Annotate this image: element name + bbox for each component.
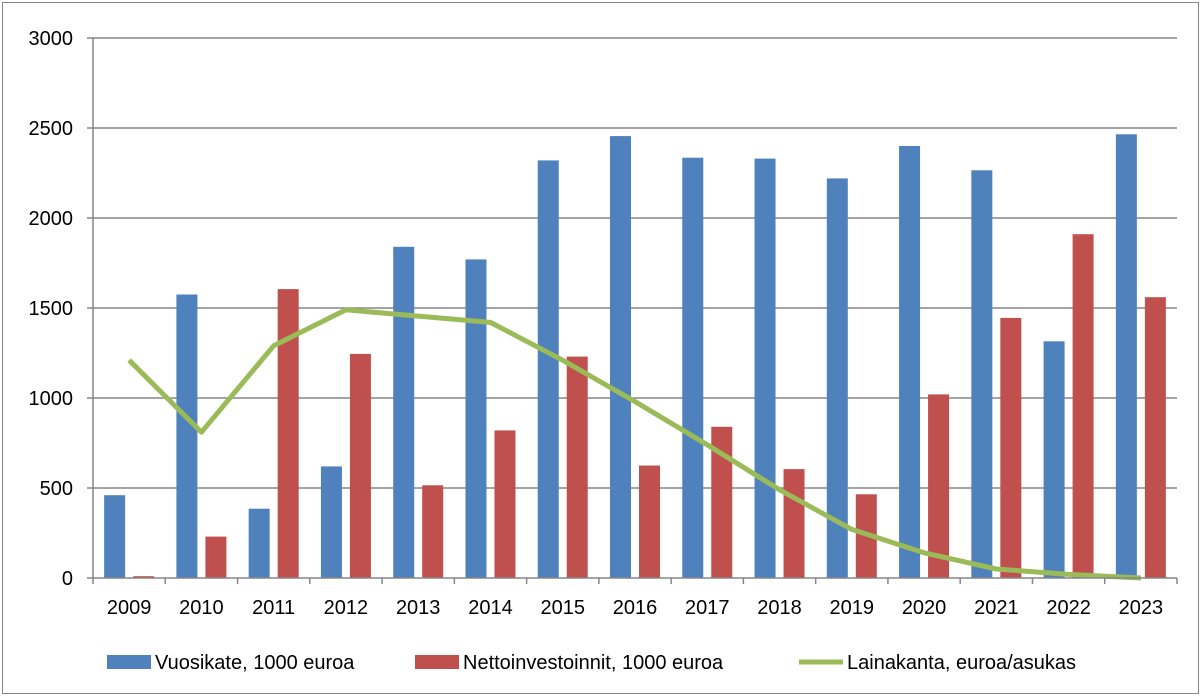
bar-vuosikate-2014 xyxy=(465,259,487,578)
x-tick-label: 2021 xyxy=(974,597,1019,619)
x-tick-label: 2017 xyxy=(685,597,730,619)
y-tick-label: 500 xyxy=(40,478,73,500)
bar-nettoinvestoinnit-2020 xyxy=(928,394,950,578)
x-tick-label: 2018 xyxy=(757,597,802,619)
bars xyxy=(104,134,1166,579)
x-tick-label: 2011 xyxy=(252,597,295,619)
x-tick-label: 2020 xyxy=(902,597,947,619)
bar-vuosikate-2012 xyxy=(320,466,342,578)
legend-label: Lainakanta, euroa/asukas xyxy=(847,652,1076,674)
bar-vuosikate-2011 xyxy=(248,508,270,578)
x-tick-label: 2022 xyxy=(1046,597,1091,619)
y-tick-label: 1000 xyxy=(29,388,74,410)
bar-nettoinvestoinnit-2009 xyxy=(133,576,155,578)
axes xyxy=(87,37,1178,584)
x-tick-label: 2014 xyxy=(468,597,513,619)
bar-vuosikate-2019 xyxy=(826,178,848,578)
legend-label: Nettoinvestoinnit, 1000 euroa xyxy=(463,652,724,674)
bar-nettoinvestoinnit-2022 xyxy=(1072,234,1094,578)
bar-nettoinvestoinnit-2015 xyxy=(566,356,588,578)
bar-nettoinvestoinnit-2012 xyxy=(349,353,371,578)
bar-nettoinvestoinnit-2010 xyxy=(205,536,227,578)
x-tick-label: 2016 xyxy=(613,597,658,619)
gridlines xyxy=(93,37,1177,489)
x-tick-label: 2023 xyxy=(1119,597,1164,619)
bar-nettoinvestoinnit-2013 xyxy=(422,485,444,578)
y-tick-labels: 0 500 1000 1500 2000 2500 3000 xyxy=(29,28,74,590)
bar-nettoinvestoinnit-2011 xyxy=(277,289,299,578)
bar-nettoinvestoinnit-2023 xyxy=(1144,297,1166,578)
bar-nettoinvestoinnit-2017 xyxy=(711,426,733,578)
x-tick-label: 2012 xyxy=(324,597,369,619)
legend-swatch xyxy=(107,655,151,669)
bar-vuosikate-2023 xyxy=(1115,134,1137,579)
y-tick-label: 3000 xyxy=(29,28,74,50)
x-tick-label: 2009 xyxy=(107,597,152,619)
bar-vuosikate-2020 xyxy=(899,146,921,578)
bar-vuosikate-2022 xyxy=(1043,341,1065,578)
bar-nettoinvestoinnit-2014 xyxy=(494,430,516,578)
x-tick-label: 2010 xyxy=(179,597,224,619)
x-tick-labels: 2009 2010 2011 2012 2013 2014 2015 2016 2017 2018… xyxy=(107,597,1163,619)
y-tick-label: 2500 xyxy=(29,118,74,140)
x-tick-label: 2015 xyxy=(540,597,585,619)
bar-nettoinvestoinnit-2016 xyxy=(639,465,660,578)
bar-vuosikate-2017 xyxy=(682,157,704,578)
legend-label: Vuosikate, 1000 euroa xyxy=(155,652,355,674)
bar-vuosikate-2009 xyxy=(104,495,126,578)
x-tick-label: 2019 xyxy=(830,597,875,619)
legend: Vuosikate, 1000 euroa Nettoinvestoinnit, … xyxy=(107,652,1076,674)
bar-vuosikate-2016 xyxy=(610,136,631,578)
legend-swatch xyxy=(415,655,459,669)
bar-nettoinvestoinnit-2021 xyxy=(1000,317,1022,578)
bar-nettoinvestoinnit-2018 xyxy=(783,469,805,578)
bar-vuosikate-2018 xyxy=(754,158,776,578)
bar-vuosikate-2021 xyxy=(971,170,993,579)
y-tick-label: 2000 xyxy=(29,208,74,230)
y-tick-label: 0 xyxy=(62,568,73,590)
bar-vuosikate-2015 xyxy=(537,160,559,578)
y-tick-label: 1500 xyxy=(29,298,74,320)
bar-vuosikate-2010 xyxy=(176,294,198,578)
x-tick-label: 2013 xyxy=(396,597,441,619)
bar-vuosikate-2013 xyxy=(393,246,415,579)
